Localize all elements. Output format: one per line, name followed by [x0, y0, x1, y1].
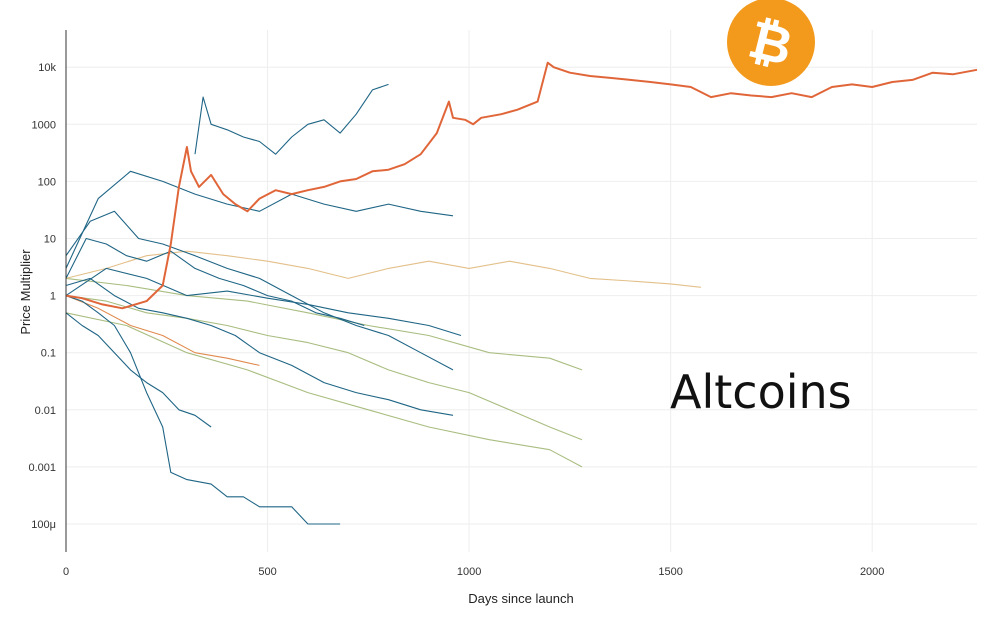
- altcoin-series-line: [65, 295, 583, 441]
- altcoin-series-line: [65, 250, 701, 288]
- altcoin-series-line: [65, 312, 212, 428]
- y-tick-label: 0.001: [28, 462, 56, 474]
- x-tick-label: 0: [63, 566, 69, 578]
- altcoin-series-line: [65, 267, 462, 337]
- bitcoin-logo-icon: ₿: [727, 0, 815, 86]
- altcoin-series-line: [65, 237, 365, 327]
- altcoin-series-line: [65, 170, 454, 269]
- y-tick-label: 0.1: [41, 348, 56, 360]
- y-tick-label: 1: [50, 291, 56, 303]
- altcoin-series-line: [65, 210, 454, 371]
- x-tick-label: 1500: [658, 566, 682, 578]
- altcoin-series-line: [65, 277, 454, 416]
- x-tick-label: 2000: [860, 566, 884, 578]
- x-tick-label: 500: [258, 566, 276, 578]
- bitcoin-series-line: [65, 61, 978, 310]
- altcoin-series-line: [65, 295, 260, 366]
- grid: [66, 30, 977, 552]
- altcoin-series-line: [65, 295, 341, 525]
- series-group: [65, 61, 978, 525]
- y-tick-label: 1000: [32, 119, 56, 131]
- y-tick-label: 10: [44, 234, 56, 246]
- y-axis-title: Price Multiplier: [18, 249, 33, 335]
- altcoin-series-line: [65, 312, 583, 468]
- altcoin-series-line: [65, 277, 583, 371]
- y-tick-label: 100: [38, 176, 56, 188]
- x-tick-label: 1000: [457, 566, 481, 578]
- y-tick-label: 100μ: [31, 519, 56, 531]
- altcoin-series-line: [194, 83, 389, 155]
- altcoins-annotation: Altcoins: [670, 365, 852, 419]
- y-tick-label: 10k: [38, 62, 56, 74]
- y-tick-label: 0.01: [35, 405, 56, 417]
- x-axis-title: Days since launch: [468, 591, 574, 606]
- tick-labels: 0 500 1000 1500 2000 100μ 0.001 0.01 0.1 1 10 100 10…: [28, 62, 884, 578]
